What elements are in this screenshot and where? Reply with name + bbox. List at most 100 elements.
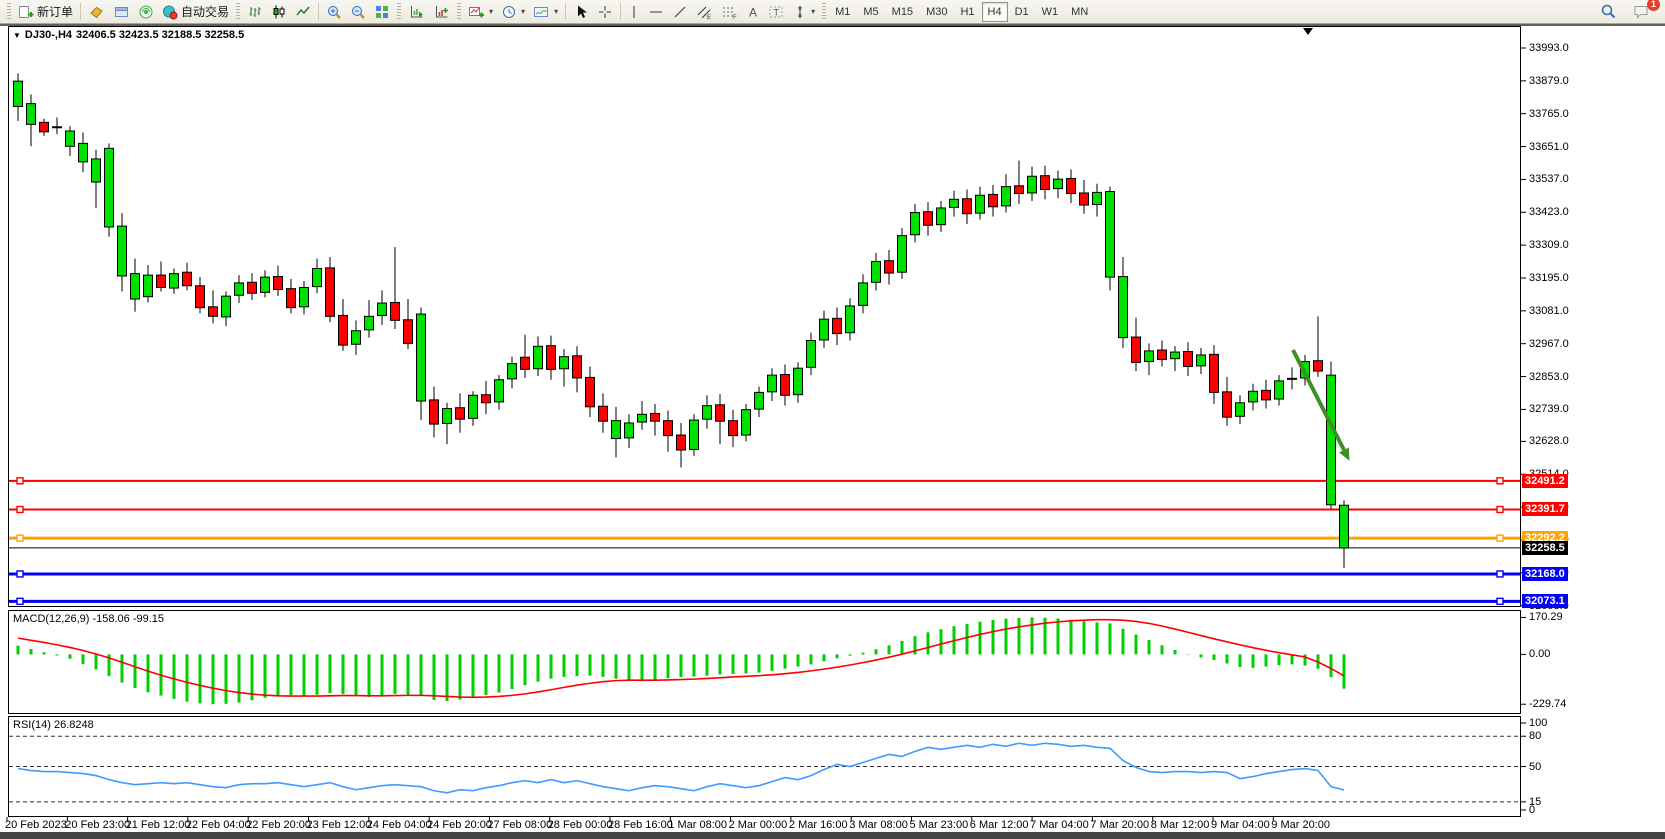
time-axis-label: 20 Feb 2023: [5, 819, 67, 831]
price-axis-tick-label: 33651.0: [1529, 140, 1569, 153]
timeframe-button-D1[interactable]: D1: [1014, 5, 1029, 18]
timeframe-button-H4[interactable]: H4: [981, 1, 1008, 22]
timeframe-button-M1[interactable]: M1: [835, 5, 851, 18]
hline-price-label: 32073.1: [1522, 594, 1568, 609]
dropdown-caret-icon: ▾: [554, 7, 559, 16]
rsi-indicator-panel[interactable]: [8, 716, 1521, 817]
chart-profile-icon: [408, 4, 425, 20]
tile-windows-button[interactable]: [370, 1, 394, 23]
svg-text:F: F: [733, 15, 737, 20]
vertical-line-icon: [628, 4, 640, 20]
rsi-axis-tick-label: 15: [1529, 795, 1542, 808]
trendline-button[interactable]: [668, 1, 692, 23]
chart-collapse-icon[interactable]: ▼: [13, 30, 21, 40]
price-axis-tick-label: 33537.0: [1529, 173, 1569, 186]
price-chart-panel[interactable]: [8, 26, 1521, 607]
equidistant-channel-button[interactable]: E: [692, 1, 717, 23]
time-axis-label: 2 Mar 00:00: [728, 819, 788, 831]
toolbar-grip: [7, 3, 11, 20]
text-icon: A: [746, 4, 760, 20]
timeframe-button-MN[interactable]: MN: [1071, 5, 1089, 18]
add-indicator-button[interactable]: ▾: [464, 1, 497, 23]
svg-text:A: A: [749, 5, 757, 19]
toolbar-grip: [822, 3, 827, 20]
price-axis-tick-label: 33423.0: [1529, 206, 1569, 219]
chart-title[interactable]: ▼ DJ30-,H4 32406.5 32423.5 32188.5 32258…: [13, 29, 244, 41]
period-selector-button[interactable]: ▾: [497, 1, 529, 23]
chart-profile-add-button[interactable]: [429, 1, 454, 23]
chart-symbol-period: DJ30-,H4: [24, 29, 72, 41]
search-button[interactable]: [1596, 1, 1621, 23]
price-axis-tick-label: 33879.0: [1529, 74, 1569, 87]
hline-price-label: 32258.5: [1522, 540, 1568, 555]
navigator-button[interactable]: [109, 1, 134, 23]
chart-candles-button[interactable]: [267, 1, 291, 23]
search-icon: [1600, 3, 1617, 20]
price-axis-tick-label: 32739.0: [1529, 403, 1569, 416]
price-axis-tick-label: 33765.0: [1529, 107, 1569, 120]
timeframe-button-M30[interactable]: M30: [926, 5, 948, 18]
rsi-value: 26.8248: [53, 719, 94, 731]
timeframe-button-M15[interactable]: M15: [891, 5, 914, 18]
time-axis-label: 24 Feb 20:00: [427, 819, 492, 831]
price-axis-tick-label: 32853.0: [1529, 370, 1569, 383]
price-axis-tick-label: 32967.0: [1529, 337, 1569, 350]
shapes-button[interactable]: ▾: [789, 1, 819, 23]
template-button[interactable]: ▾: [529, 1, 562, 23]
cursor-button[interactable]: [569, 1, 593, 23]
text-button[interactable]: A: [742, 1, 764, 23]
svg-text:E: E: [707, 15, 711, 20]
window-bottom-bar: [0, 832, 1665, 839]
macd-indicator-label: MACD(12,26,9) -158.06 -99.15: [13, 613, 164, 625]
vertical-line-button[interactable]: [624, 1, 644, 23]
timeframe-button-M5[interactable]: M5: [863, 5, 879, 18]
new-order-button[interactable]: 新订单: [14, 1, 77, 23]
toolbar-grip: [397, 3, 402, 20]
auto-trading-button[interactable]: 自动交易: [158, 1, 233, 23]
market-watch-button[interactable]: [84, 1, 109, 23]
dropdown-caret-icon: ▾: [521, 7, 526, 16]
zoom-in-button[interactable]: [322, 1, 346, 23]
time-axis-label: 21 Feb 12:00: [125, 819, 191, 831]
price-axis-tick-label: 33993.0: [1529, 42, 1569, 54]
time-axis-label: 9 Mar 04:00: [1211, 819, 1270, 831]
chart-line-button[interactable]: [291, 1, 315, 23]
text-label-button[interactable]: T: [764, 1, 789, 23]
chart-profile-button[interactable]: [404, 1, 429, 23]
navigator-icon: [113, 4, 130, 20]
rsi-axis-tick-label: 100: [1529, 717, 1548, 729]
crosshair-button[interactable]: [593, 1, 617, 23]
dropdown-caret-icon: ▾: [811, 7, 816, 16]
toolbar-separator: [318, 3, 320, 20]
macd-axis-tick-label: 170.29: [1529, 611, 1563, 624]
timeframe-button-H1[interactable]: H1: [960, 5, 975, 18]
time-axis-label: 3 Mar 08:00: [849, 819, 908, 831]
fibonacci-button[interactable]: F: [717, 1, 742, 23]
chart-bars-button[interactable]: [243, 1, 267, 23]
equidistant-channel-icon: E: [696, 4, 713, 20]
trendline-icon: [672, 4, 688, 20]
macd-name: MACD(12,26,9): [13, 613, 90, 625]
price-axis-tick-label: 32628.0: [1529, 435, 1569, 448]
fibonacci-icon: F: [721, 4, 738, 20]
add-indicator-icon: [468, 4, 485, 20]
time-axis-label: 27 Feb 08:00: [487, 819, 553, 831]
time-axis-label: 6 Mar 12:00: [969, 819, 1029, 831]
signals-button[interactable]: [134, 1, 158, 23]
chat-button[interactable]: 1: [1629, 0, 1660, 23]
timeframe-button-W1[interactable]: W1: [1041, 5, 1059, 18]
time-axis-label: 2 Mar 16:00: [788, 819, 848, 831]
rsi-indicator-label: RSI(14) 26.8248: [13, 719, 94, 731]
macd-axis-tick-label: 0.00: [1529, 648, 1551, 661]
timeframe-group: M1 M5 M15 M30 H1 H4 D1 W1 MN: [829, 1, 1094, 22]
zoom-out-icon: [350, 4, 366, 20]
time-axis-label: 24 Feb 04:00: [366, 819, 432, 831]
horizontal-line-button[interactable]: [644, 1, 668, 23]
macd-indicator-panel[interactable]: [8, 610, 1521, 714]
zoom-out-button[interactable]: [346, 1, 370, 23]
macd-axis-tick-label: -229.74: [1529, 698, 1567, 711]
toolbar-grip: [236, 3, 241, 20]
bar-chart-icon: [247, 4, 263, 20]
chart-profile-add-icon: [433, 4, 450, 20]
time-axis-label: 7 Mar 04:00: [1030, 819, 1089, 831]
